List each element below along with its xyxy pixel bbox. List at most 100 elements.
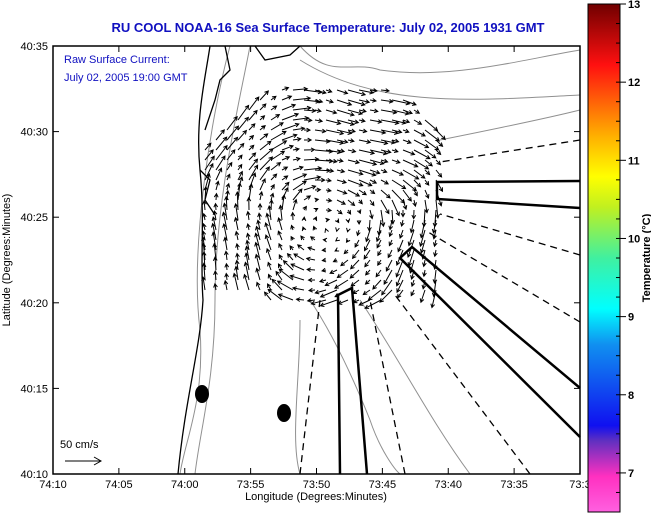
current-vector — [369, 139, 389, 146]
current-vector — [402, 149, 416, 156]
y-tick-label: 40:10 — [20, 469, 48, 481]
current-vector — [292, 105, 312, 111]
current-vector — [303, 127, 312, 133]
y-tick-label: 40:25 — [20, 212, 48, 224]
current-vector — [397, 239, 404, 253]
current-vector — [356, 229, 361, 237]
current-vector — [267, 288, 283, 301]
current-vector — [411, 209, 417, 220]
current-vector — [354, 239, 360, 248]
current-vector — [321, 257, 327, 263]
current-vector — [277, 216, 283, 231]
current-vector — [435, 139, 444, 148]
current-vector — [226, 149, 236, 161]
current-vector — [270, 114, 281, 121]
current-vector — [204, 162, 214, 181]
current-vector — [254, 232, 261, 251]
colorbar-tick-label: 11 — [628, 155, 640, 167]
current-vector — [303, 137, 313, 143]
current-vector — [325, 129, 345, 136]
current-vector — [413, 119, 423, 125]
current-vector — [422, 259, 427, 268]
current-vector — [235, 242, 240, 251]
current-vector — [281, 86, 290, 91]
current-vector — [380, 88, 391, 93]
current-vector — [356, 219, 362, 226]
current-vector — [336, 189, 348, 195]
current-vector — [336, 158, 344, 163]
current-vector — [325, 158, 338, 164]
current-vector — [303, 156, 320, 162]
current-vector — [402, 189, 412, 202]
current-vector — [364, 279, 371, 285]
current-vector — [402, 118, 411, 124]
current-vector — [286, 252, 294, 261]
current-vector — [259, 133, 269, 141]
current-vector — [215, 180, 220, 191]
current-vector — [246, 196, 252, 211]
current-vector — [435, 149, 442, 156]
current-vector — [223, 279, 229, 291]
current-vector — [325, 139, 345, 145]
current-vector — [314, 148, 334, 154]
current-vector — [259, 156, 274, 171]
current-vector — [296, 244, 305, 251]
current-vector — [347, 109, 364, 116]
current-vector — [387, 249, 393, 259]
current-vector — [270, 150, 286, 161]
current-vector — [358, 179, 373, 187]
current-vector — [347, 148, 357, 154]
current-vector — [369, 189, 376, 195]
current-vector — [276, 280, 294, 291]
current-vector — [270, 122, 284, 131]
current-vector — [358, 189, 367, 196]
y-tick-label: 40:15 — [20, 383, 48, 395]
current-vector — [358, 169, 377, 177]
bathymetry-contours — [179, 45, 581, 475]
current-vector — [351, 249, 360, 260]
current-vector — [237, 116, 250, 131]
current-vector — [409, 219, 415, 234]
current-vector — [319, 299, 338, 307]
current-vector — [281, 186, 289, 201]
current-vector — [313, 208, 319, 213]
annotation-line1: Raw Surface Current: — [64, 54, 170, 66]
current-vector — [424, 189, 430, 200]
current-vector — [402, 128, 410, 134]
current-vector — [270, 173, 278, 181]
x-axis-label: Longitude (Degrees:Minutes) — [245, 491, 387, 503]
current-vector — [303, 89, 323, 95]
current-vector — [410, 289, 415, 297]
current-vector — [336, 269, 349, 279]
current-vector — [380, 168, 388, 174]
current-vector — [202, 212, 207, 221]
current-vector — [325, 109, 338, 115]
current-vector — [281, 133, 298, 141]
current-vector — [281, 175, 289, 181]
current-vector — [204, 155, 215, 171]
current-vector — [248, 152, 257, 161]
current-vector — [433, 249, 438, 258]
current-vector — [290, 224, 295, 231]
current-vector — [413, 169, 426, 179]
current-vector — [292, 156, 301, 162]
current-vector — [270, 130, 287, 141]
current-vector — [245, 232, 251, 241]
current-vector — [325, 99, 334, 104]
current-vector — [336, 139, 349, 144]
current-vector — [345, 218, 351, 224]
current-vector — [254, 253, 261, 271]
current-vector — [201, 276, 206, 291]
current-vector — [255, 267, 261, 281]
current-vector — [312, 225, 318, 231]
current-vector — [201, 262, 207, 281]
current-vector — [380, 158, 389, 164]
current-vector — [362, 289, 371, 296]
current-vector — [248, 183, 254, 201]
current-vector — [303, 166, 323, 171]
current-vector — [369, 98, 377, 103]
current-vector — [325, 177, 332, 183]
current-vector — [358, 149, 376, 155]
current-vector — [290, 211, 296, 221]
current-vector — [334, 247, 340, 252]
